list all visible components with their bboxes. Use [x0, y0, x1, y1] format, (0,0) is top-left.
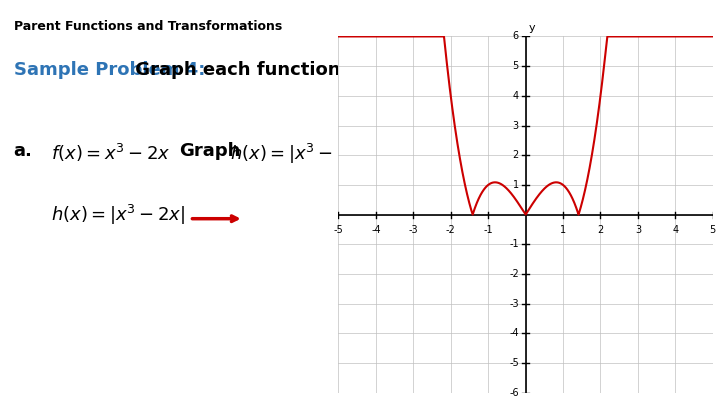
Text: -6: -6 [509, 388, 519, 398]
Text: 4: 4 [513, 91, 519, 101]
Text: $h(x) = |x^3 - 2x|$: $h(x) = |x^3 - 2x|$ [50, 202, 185, 227]
Text: -2: -2 [509, 269, 519, 279]
Text: 3: 3 [513, 121, 519, 130]
Text: Graph each function.: Graph each function. [129, 61, 347, 79]
Text: -1: -1 [483, 225, 493, 235]
Text: 6: 6 [513, 32, 519, 41]
Text: -5: -5 [509, 358, 519, 368]
Text: 1: 1 [513, 180, 519, 190]
Text: 2: 2 [598, 225, 603, 235]
Text: 1: 1 [560, 225, 566, 235]
Text: -4: -4 [509, 328, 519, 339]
Text: -3: -3 [509, 299, 519, 309]
Text: $h(x) = |x^3 - 2x|$: $h(x) = |x^3 - 2x|$ [230, 142, 364, 166]
Text: a.: a. [14, 142, 32, 160]
Text: 3: 3 [635, 225, 641, 235]
Text: 2: 2 [513, 150, 519, 160]
Text: y: y [529, 23, 536, 34]
Text: Sample Problem 4:: Sample Problem 4: [14, 61, 205, 79]
Text: -2: -2 [446, 225, 456, 235]
Text: -3: -3 [408, 225, 418, 235]
Text: 4: 4 [672, 225, 678, 235]
Text: 5: 5 [710, 225, 716, 235]
Text: Graph: Graph [179, 142, 240, 160]
Text: $f(x) = x^3 - 2x$: $f(x) = x^3 - 2x$ [50, 142, 170, 164]
Text: Parent Functions and Transformations: Parent Functions and Transformations [14, 20, 282, 33]
Text: 5: 5 [513, 61, 519, 71]
Text: -1: -1 [509, 239, 519, 249]
Text: -4: -4 [371, 225, 381, 235]
Text: -5: -5 [333, 225, 343, 235]
